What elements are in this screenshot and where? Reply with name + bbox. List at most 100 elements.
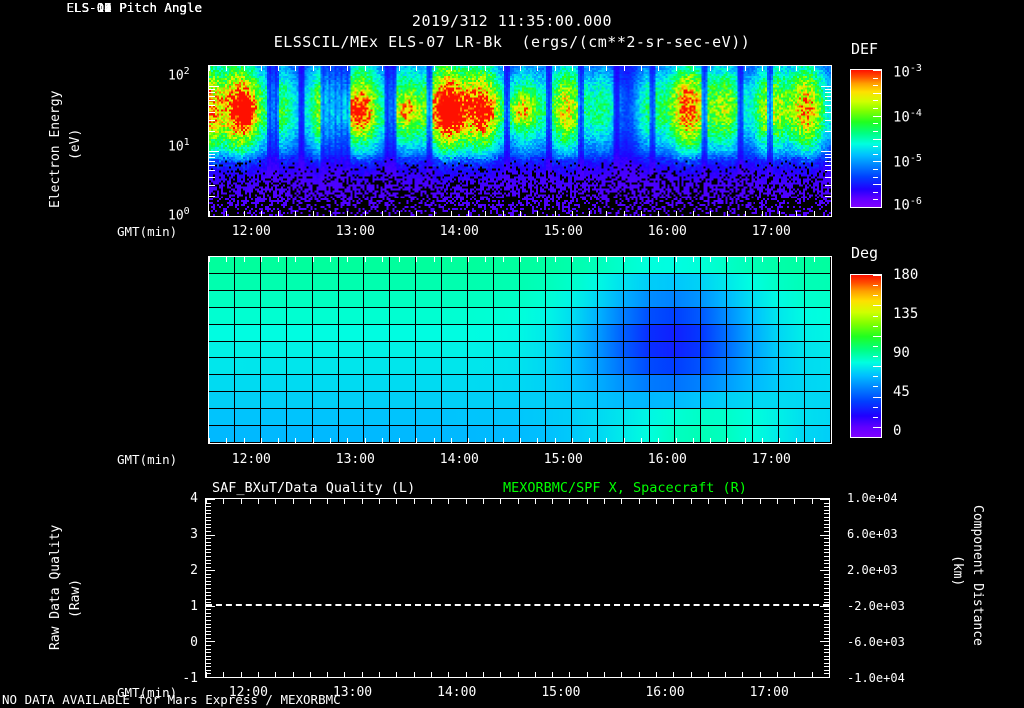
- pitch-angle-cell: [234, 290, 261, 308]
- axis-tick: [347, 211, 349, 216]
- axis-tick: [824, 563, 829, 565]
- pitch-angle-cell: [338, 324, 365, 342]
- pitch-angle-cell: [597, 324, 624, 342]
- pitch-angle-cell: [623, 290, 650, 308]
- colorbar-tick: [873, 138, 882, 140]
- x-tick-label: 13:00: [335, 452, 375, 467]
- axis-tick: [240, 499, 242, 504]
- axis-tick: [206, 584, 211, 586]
- colorbar-tick: [873, 146, 878, 148]
- axis-tick: [347, 438, 349, 443]
- axis-tick: [416, 211, 418, 216]
- pitch-angle-cell: [364, 341, 391, 359]
- panel3-y-tick-label: 0: [190, 635, 198, 650]
- def-colorbar-label-3: 10-6: [893, 196, 922, 214]
- def-colorbar-label-2: 10-5: [893, 153, 922, 171]
- axis-tick: [226, 66, 228, 71]
- axis-tick: [571, 66, 573, 71]
- axis-tick: [295, 438, 297, 443]
- pitch-angle-cell: [623, 324, 650, 342]
- axis-tick: [796, 211, 798, 216]
- pitch-angle-cell: [260, 290, 287, 308]
- colorbar-tick: [873, 184, 882, 186]
- axis-tick: [416, 257, 418, 262]
- axis-tick: [292, 672, 294, 677]
- axis-tick: [209, 157, 215, 159]
- axis-tick: [824, 598, 829, 600]
- axis-tick: [824, 669, 829, 671]
- pitch-angle-cell: [649, 273, 676, 291]
- axis-tick: [206, 673, 211, 675]
- axis-tick: [692, 257, 694, 262]
- axis-tick: [824, 548, 829, 550]
- pitch-angle-cell: [623, 375, 650, 393]
- axis-tick: [485, 66, 487, 71]
- pitch-angle-cell: [442, 273, 469, 291]
- colorbar-tick: [873, 386, 878, 388]
- pitch-angle-cell: [753, 307, 780, 325]
- axis-tick: [206, 669, 211, 671]
- pitch-angle-cell: [571, 426, 598, 443]
- axis-tick: [759, 672, 761, 677]
- colorbar-tick: [873, 335, 882, 337]
- pitch-angle-cell: [753, 273, 780, 291]
- axis-tick: [825, 88, 831, 90]
- axis-tick: [278, 66, 280, 71]
- pitch-angle-cell: [727, 324, 754, 342]
- pitch-angle-cell: [597, 426, 624, 443]
- pitch-angle-cell: [727, 341, 754, 359]
- pitch-angle-cell: [779, 307, 806, 325]
- pitch-angle-cell: [442, 324, 469, 342]
- axis-tick: [552, 499, 554, 504]
- panel1-ytick-2-exp: 0: [183, 206, 190, 217]
- axis-tick: [571, 211, 573, 216]
- colorbar-tick: [873, 406, 878, 408]
- x-tick-label: 15:00: [541, 685, 581, 700]
- panel1-ytick-0: 102: [168, 66, 190, 83]
- axis-tick: [658, 438, 660, 443]
- pitch-angle-panel[interactable]: [208, 256, 832, 444]
- pitch-angle-cell: [234, 273, 261, 291]
- axis-tick: [824, 520, 829, 522]
- pitch-angle-cell: [209, 290, 235, 308]
- axis-tick: [206, 662, 211, 664]
- axis-tick: [824, 655, 829, 657]
- axis-tick: [761, 66, 763, 71]
- axis-tick: [824, 666, 829, 668]
- pitch-angle-cell: [286, 273, 313, 291]
- axis-tick: [727, 257, 729, 262]
- panel1-ytick-2: 100: [168, 206, 190, 223]
- colorbar-tick: [873, 92, 882, 94]
- panel1-ytick-2-mantissa: 10: [168, 208, 184, 224]
- electron-energy-spectrogram-panel[interactable]: [208, 65, 832, 217]
- axis-tick: [813, 257, 815, 262]
- pitch-angle-cell: [623, 392, 650, 410]
- axis-tick: [206, 588, 211, 589]
- pitch-angle-cell: [364, 257, 391, 274]
- colorbar-tick: [873, 275, 882, 276]
- colorbar-tick: [873, 123, 878, 125]
- axis-tick: [243, 438, 245, 443]
- axis-tick: [725, 499, 727, 504]
- axis-tick: [675, 438, 677, 443]
- pitch-angle-cell: [390, 358, 417, 376]
- pitch-angle-cell: [468, 324, 495, 342]
- axis-tick: [364, 66, 366, 71]
- pitch-angle-cell: [805, 307, 831, 325]
- data-quality-trace: [206, 604, 829, 606]
- pitch-angle-cell: [209, 375, 235, 393]
- pitch-angle-cell: [675, 392, 702, 410]
- axis-tick: [589, 257, 591, 262]
- data-quality-panel[interactable]: [205, 498, 830, 678]
- axis-tick: [240, 672, 242, 677]
- axis-tick: [206, 531, 211, 533]
- axis-tick: [209, 111, 215, 113]
- pitch-angle-row-label: ELS-11 Pitch Angle: [66, 0, 202, 15]
- pitch-angle-cell: [416, 409, 443, 427]
- axis-tick: [824, 623, 829, 625]
- pitch-angle-cell: [649, 409, 676, 427]
- axis-tick: [450, 438, 452, 443]
- axis-tick: [725, 672, 727, 677]
- pitch-angle-cell: [753, 257, 780, 274]
- pitch-angle-cell: [260, 375, 287, 393]
